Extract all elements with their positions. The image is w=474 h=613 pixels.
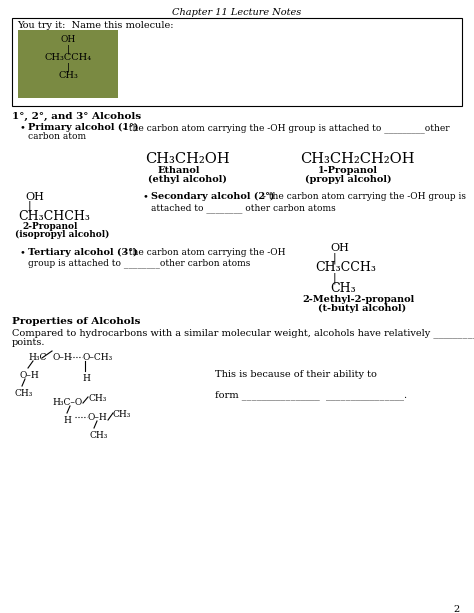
Text: form ________________  ________________.: form ________________ ________________. — [215, 390, 407, 400]
Text: group is attached to ________other carbon atoms: group is attached to ________other carbo… — [28, 258, 250, 268]
Text: CH₃: CH₃ — [330, 282, 356, 295]
Text: - the carbon atom carrying the -OH: - the carbon atom carrying the -OH — [120, 248, 285, 257]
Text: O–H: O–H — [53, 353, 73, 362]
Text: (isopropyl alcohol): (isopropyl alcohol) — [15, 230, 109, 239]
Text: CH₃CH₂CH₂OH: CH₃CH₂CH₂OH — [300, 152, 414, 166]
Text: (ethyl alcohol): (ethyl alcohol) — [148, 175, 227, 184]
Text: attached to ________ other carbon atoms: attached to ________ other carbon atoms — [151, 203, 336, 213]
Text: OH: OH — [25, 192, 44, 202]
Text: H₃C: H₃C — [28, 353, 46, 362]
Text: CH₃CCH₄: CH₃CCH₄ — [45, 53, 91, 62]
Text: points.: points. — [12, 338, 46, 347]
Text: •: • — [20, 123, 26, 132]
Text: OH: OH — [60, 35, 76, 44]
Text: CH₃CCH₃: CH₃CCH₃ — [315, 261, 376, 274]
Text: Properties of Alcohols: Properties of Alcohols — [12, 317, 140, 326]
Text: CH₃: CH₃ — [113, 410, 131, 419]
Text: 1-Propanol: 1-Propanol — [318, 166, 378, 175]
Text: Chapter 11 Lecture Notes: Chapter 11 Lecture Notes — [173, 8, 301, 17]
Text: •: • — [20, 248, 26, 257]
Text: |: | — [66, 63, 70, 72]
Text: |: | — [66, 44, 70, 53]
Text: 1°, 2°, and 3° Alcohols: 1°, 2°, and 3° Alcohols — [12, 112, 141, 121]
Text: (t-butyl alcohol): (t-butyl alcohol) — [318, 304, 406, 313]
Text: (propyl alcohol): (propyl alcohol) — [305, 175, 392, 184]
Text: O–H: O–H — [20, 371, 40, 380]
Text: H: H — [82, 374, 90, 383]
Text: H: H — [63, 416, 71, 425]
Text: O–H: O–H — [88, 413, 108, 422]
Text: Primary alcohol (1°): Primary alcohol (1°) — [28, 123, 138, 132]
Bar — [18, 30, 118, 98]
Text: |: | — [333, 252, 337, 264]
Text: CH₃CH₂OH: CH₃CH₂OH — [145, 152, 229, 166]
Text: You try it:  Name this molecule:: You try it: Name this molecule: — [17, 21, 173, 30]
Text: CH₃: CH₃ — [89, 394, 108, 403]
Text: - the carbon atom carrying the -OH group is: - the carbon atom carrying the -OH group… — [260, 192, 466, 201]
Text: O–CH₃: O–CH₃ — [83, 353, 113, 362]
Text: Secondary alcohol (2°): Secondary alcohol (2°) — [151, 192, 274, 201]
Text: 2-Propanol: 2-Propanol — [22, 222, 77, 231]
Text: CH₃: CH₃ — [90, 431, 109, 440]
Text: |: | — [333, 273, 337, 284]
Text: CH₃CHCH₃: CH₃CHCH₃ — [18, 210, 90, 223]
Text: 2: 2 — [454, 605, 460, 613]
Text: CH₃: CH₃ — [15, 389, 33, 398]
Text: - the carbon atom carrying the -OH group is attached to _________other: - the carbon atom carrying the -OH group… — [120, 123, 450, 132]
Text: This is because of their ability to: This is because of their ability to — [215, 370, 377, 379]
Text: 2-Methyl-2-propanol: 2-Methyl-2-propanol — [302, 295, 414, 304]
Text: Compared to hydrocarbons with a similar molecular weight, alcohols have relative: Compared to hydrocarbons with a similar … — [12, 328, 474, 338]
Text: Ethanol: Ethanol — [158, 166, 201, 175]
Text: Tertiary alcohol (3°): Tertiary alcohol (3°) — [28, 248, 137, 257]
Text: OH: OH — [330, 243, 349, 253]
Bar — [12, 18, 462, 106]
Text: •: • — [143, 192, 149, 201]
Text: |: | — [28, 201, 32, 213]
Text: H₃C–O: H₃C–O — [52, 398, 82, 407]
Text: carbon atom: carbon atom — [28, 132, 86, 141]
Text: CH₃: CH₃ — [58, 71, 78, 80]
